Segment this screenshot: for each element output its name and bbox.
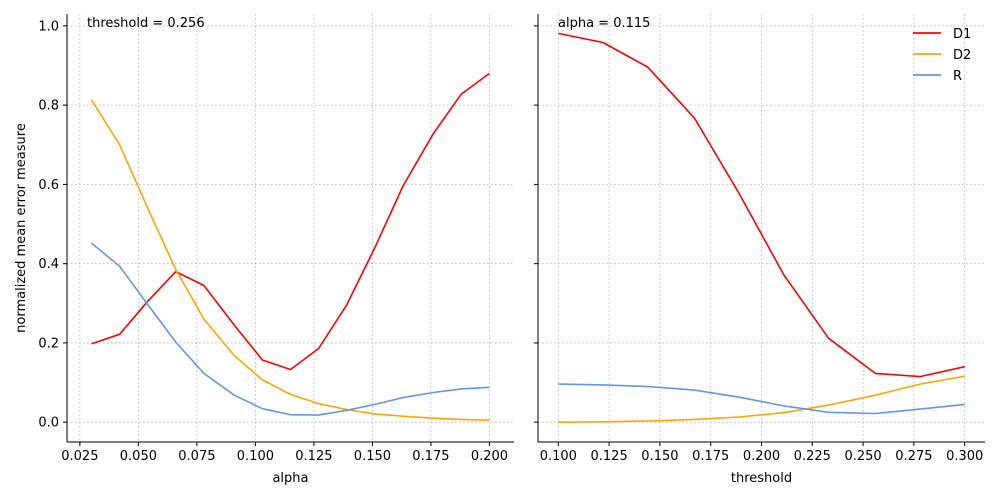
x-tick-label: 0.275 bbox=[895, 449, 932, 464]
x-tick-label: 0.300 bbox=[946, 449, 983, 464]
series-line-d1 bbox=[558, 32, 965, 378]
series-line-d2 bbox=[558, 375, 965, 423]
panel-annotation: alpha = 0.115 bbox=[558, 16, 650, 31]
x-tick-label: 0.150 bbox=[641, 449, 678, 464]
legend-label-d2: D2 bbox=[953, 48, 971, 63]
series-line-r bbox=[91, 242, 490, 416]
series-line-d2 bbox=[90, 99, 490, 421]
x-tick-label: 0.025 bbox=[61, 449, 98, 464]
y-axis-label: normalized mean error measure bbox=[14, 123, 29, 333]
x-tick-label: 0.225 bbox=[794, 449, 831, 464]
x-axis-label: threshold bbox=[731, 471, 792, 486]
y-tick-label: 0.2 bbox=[38, 336, 59, 351]
series-line-d1 bbox=[91, 72, 490, 371]
y-tick-label: 0.8 bbox=[38, 99, 59, 114]
x-tick-label: 0.075 bbox=[178, 449, 215, 464]
x-axis-label: alpha bbox=[272, 471, 308, 486]
x-tick-label: 0.200 bbox=[743, 449, 780, 464]
legend: D1 D2 R bbox=[913, 27, 971, 84]
right-panel: 0.100 0.125 0.150 0.175 0.200 0.225 0.250 0.275… bbox=[534, 14, 985, 486]
x-tick-label: 0.100 bbox=[237, 449, 274, 464]
legend-label-d1: D1 bbox=[953, 27, 971, 42]
legend-label-r: R bbox=[953, 69, 962, 84]
y-tick-label: 0.0 bbox=[38, 416, 59, 431]
y-tick-label: 0.6 bbox=[38, 178, 59, 193]
y-tick-label: 0.4 bbox=[38, 257, 59, 272]
x-tick-label: 0.050 bbox=[120, 449, 157, 464]
x-tick-label: 0.125 bbox=[591, 449, 628, 464]
x-tick-label: 0.150 bbox=[354, 449, 391, 464]
x-tick-label: 0.250 bbox=[844, 449, 881, 464]
x-tick-label: 0.175 bbox=[692, 449, 729, 464]
y-tick-label: 1.0 bbox=[38, 19, 59, 34]
x-tick-label: 0.125 bbox=[295, 449, 332, 464]
panel-annotation: threshold = 0.256 bbox=[87, 16, 205, 31]
x-tick-label: 0.200 bbox=[471, 449, 508, 464]
x-tick-label: 0.175 bbox=[412, 449, 449, 464]
series-line-r bbox=[558, 383, 965, 415]
x-tick-label: 0.100 bbox=[540, 449, 577, 464]
left-panel: 0.025 0.050 0.075 0.100 0.125 0.150 0.175 0.200… bbox=[14, 14, 514, 486]
